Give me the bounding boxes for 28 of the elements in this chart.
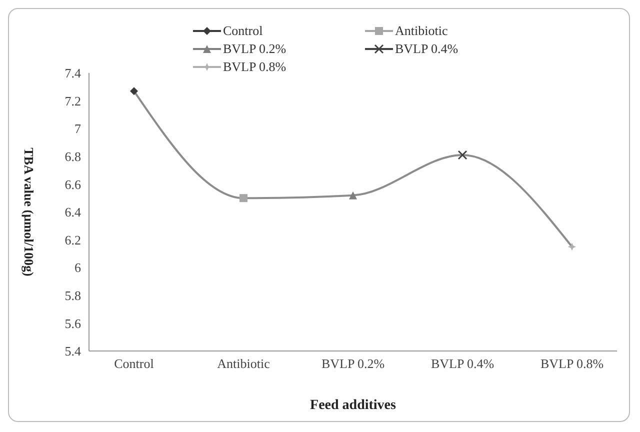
y-tick-label: 6.8 [64,149,81,164]
x-tick-label: BVLP 0.4% [430,356,494,372]
point [568,242,576,251]
y-tick-label: 5.8 [64,288,81,304]
point [458,150,468,160]
y-tick-label: 6.2 [64,232,81,248]
y-tick-label: 6 [74,260,82,276]
y-tick-label: 6.4 [64,204,82,220]
y-tick-label: 7 [74,121,82,136]
x-tick-label: Antibiotic [217,356,270,372]
y-tick-label: 6.6 [64,176,82,192]
legend-label: BVLP 0.4% [395,41,458,57]
point [130,87,138,96]
x-axis-title: Feed additives [310,398,397,413]
legend-label: Control [223,23,263,39]
legend-label: BVLP 0.8% [223,59,286,75]
point [349,191,357,200]
y-tick-label: 5.4 [64,344,82,359]
y-tick-label: 7.2 [64,93,81,108]
y-axis-title: TBA value (μmol/100g) [21,148,36,276]
legend-label: BVLP 0.2% [223,41,286,57]
y-tick-label: 7.4 [64,66,82,81]
x-tick-label: BVLP 0.8% [540,356,604,372]
y-tick-label: 5.6 [64,316,82,331]
legend-label: Antibiotic [395,23,448,39]
point [240,194,248,202]
x-tick-label: Control [114,356,154,372]
x-tick-label: BVLP 0.2% [321,356,385,372]
